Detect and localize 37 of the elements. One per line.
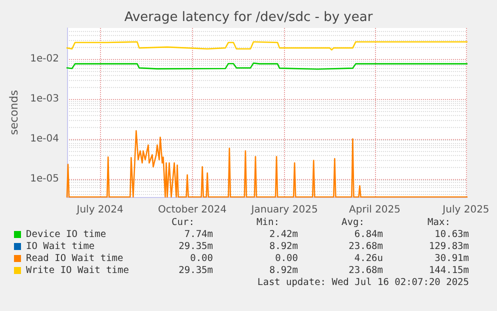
x-tick-label: July 2024 [76,204,124,216]
line-series [66,41,468,51]
text: Max: [426,217,452,229]
text: 4.26u [353,253,383,265]
chart-title: Average latency for /dev/sdc - by year [124,10,374,25]
text: 144.15m [428,265,469,277]
y-tick-label: 1e-04 [30,133,59,144]
x-tick-label: July 2025 [442,204,490,216]
text: 129.83m [428,241,469,253]
text: 0.00 [189,253,213,265]
text: 10.63m [434,229,469,241]
text: Last update: Wed Jul 16 02:07:20 2025 [256,277,469,289]
x-tick-label: April 2025 [349,204,401,216]
x-tick-label: October 2024 [158,204,227,216]
text: 0.00 [274,253,298,265]
legend-label: Write IO Wait time [26,265,129,277]
text: 7.74m [183,229,213,241]
text: 30.91m [434,253,469,265]
text: 29.35m [178,241,213,253]
y-axis-title: seconds [7,90,20,135]
text: 2.42m [268,229,298,241]
legend-label: Read IO Wait time [26,253,124,265]
x-tick-label: January 2025 [250,204,318,216]
text: 8.92m [268,241,298,253]
legend-label: IO Wait time [26,241,95,253]
y-tick-label: 1e-02 [30,54,59,65]
legend-label: Device IO time [26,229,106,241]
text: Cur: [170,217,196,229]
text: 8.92m [268,265,298,277]
text: 29.35m [178,265,213,277]
text: Min: [256,217,280,229]
text: Avg: [340,217,366,229]
y-tick-label: 1e-05 [30,173,59,184]
y-tick-label: 1e-03 [30,93,59,104]
text: 6.84m [353,229,383,241]
text: 23.68m [348,265,383,277]
text: 23.68m [348,241,383,253]
